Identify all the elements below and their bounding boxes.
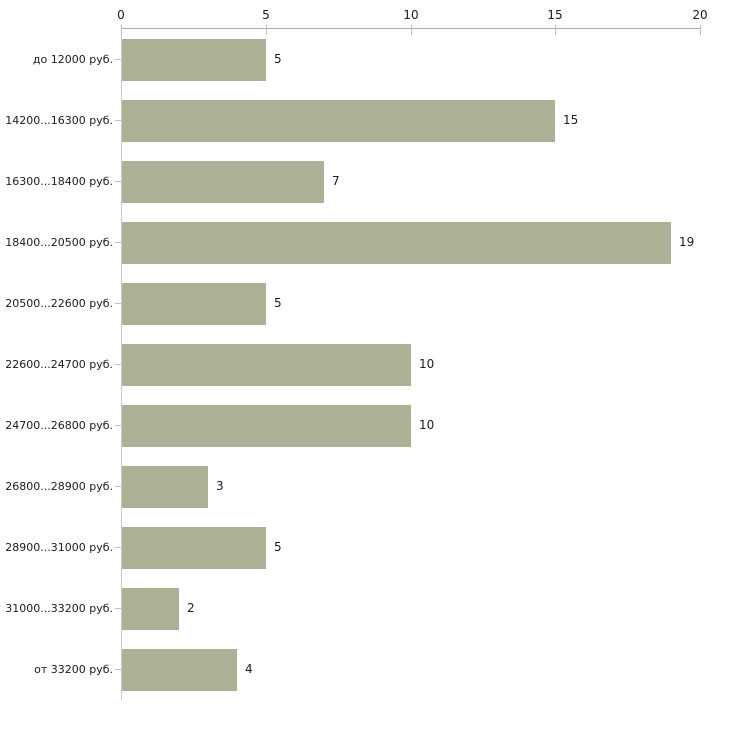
bar [122,161,324,203]
category-label: 22600...24700 руб. [5,358,113,371]
x-tick-label: 5 [262,8,270,22]
y-tick-mark [115,547,121,548]
bar-value-label: 3 [216,479,224,493]
x-tick-mark [555,25,556,35]
bar [122,405,411,447]
bar [122,222,671,264]
bar-row: 26800...28900 руб. 3 [0,456,730,517]
bar-value-label: 19 [679,235,695,249]
y-tick-mark [115,364,121,365]
y-tick-mark [115,120,121,121]
bar-row: 20500...22600 руб. 5 [0,273,730,334]
x-tick-mark [700,25,701,35]
bar-row: от 33200 руб. 4 [0,639,730,700]
bar-value-label: 5 [274,296,282,310]
y-tick-mark [115,181,121,182]
bar-row: 14200...16300 руб. 15 [0,90,730,151]
bar [122,344,411,386]
bar [122,649,237,691]
y-tick-mark [115,59,121,60]
bar-row: до 12000 руб. 5 [0,29,730,90]
bar-row: 18400...20500 руб. 19 [0,212,730,273]
category-label: 26800...28900 руб. [5,480,113,493]
category-label: 28900...31000 руб. [5,541,113,554]
bar-row: 22600...24700 руб. 10 [0,334,730,395]
x-tick-mark [411,25,412,35]
x-tick-mark [121,25,122,35]
x-tick-label: 20 [692,8,708,22]
bar [122,100,555,142]
bar-row: 16300...18400 руб. 7 [0,151,730,212]
bar-value-label: 5 [274,540,282,554]
category-label: 24700...26800 руб. [5,419,113,432]
y-axis-line [121,28,122,700]
category-label: от 33200 руб. [34,663,113,676]
y-tick-mark [115,242,121,243]
bar-row: 28900...31000 руб. 5 [0,517,730,578]
x-tick-label: 10 [403,8,419,22]
category-label: 18400...20500 руб. [5,236,113,249]
bar-value-label: 10 [419,418,435,432]
x-tick-label: 15 [547,8,563,22]
category-label: до 12000 руб. [32,53,113,66]
bar-value-label: 2 [187,601,195,615]
y-tick-mark [115,486,121,487]
bar-row: 24700...26800 руб. 10 [0,395,730,456]
x-tick-mark [266,25,267,35]
category-label: 20500...22600 руб. [5,297,113,310]
category-label: 14200...16300 руб. [5,114,113,127]
y-tick-mark [115,669,121,670]
bar-value-label: 15 [563,113,579,127]
y-tick-mark [115,425,121,426]
category-label: 31000...33200 руб. [5,602,113,615]
x-tick-label: 0 [117,8,125,22]
bar [122,466,208,508]
bar [122,527,266,569]
y-tick-mark [115,608,121,609]
bar [122,588,179,630]
bar-row: 31000...33200 руб. 2 [0,578,730,639]
bar-value-label: 4 [245,662,253,676]
bar [122,39,266,81]
bar-value-label: 10 [419,357,435,371]
y-tick-mark [115,303,121,304]
category-label: 16300...18400 руб. [5,175,113,188]
bar [122,283,266,325]
bar-value-label: 7 [332,174,340,188]
bar-value-label: 5 [274,52,282,66]
